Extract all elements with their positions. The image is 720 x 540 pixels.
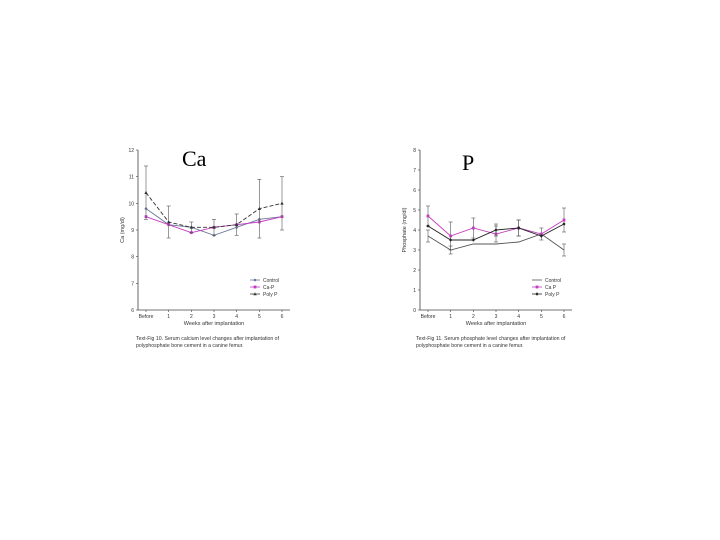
y-tick-label: 1	[413, 288, 416, 294]
data-point	[212, 225, 216, 229]
data-point	[471, 238, 475, 242]
x-tick-label: 3	[495, 314, 498, 320]
y-tick-label: 7	[131, 281, 134, 287]
data-point	[471, 226, 475, 230]
legend-label: Ca P	[545, 285, 557, 291]
data-point	[253, 285, 257, 289]
data-point	[280, 201, 284, 205]
y-tick-label: 11	[129, 175, 134, 181]
y-tick-label: 0	[413, 308, 416, 314]
y-axis-title: Ca (mg/dl)	[120, 217, 126, 243]
legend-label: Control	[545, 278, 561, 284]
x-axis-title: Weeks after implantation	[184, 321, 244, 327]
y-tick-label: 4	[413, 228, 416, 234]
data-point	[234, 222, 239, 226]
y-tick-label: 2	[413, 268, 416, 274]
ca-panel-title: Ca	[182, 146, 207, 171]
data-point	[562, 218, 566, 222]
data-point	[449, 238, 453, 242]
y-tick-label: 7	[413, 168, 416, 174]
y-tick-label: 6	[131, 308, 134, 314]
x-tick-label: 1	[449, 314, 452, 320]
y-tick-label: 12	[128, 148, 134, 154]
calcium-caption: Text-Fig 10. Serum calcium level changes…	[136, 336, 280, 349]
data-point	[539, 232, 543, 236]
x-tick-label: 5	[258, 314, 261, 320]
x-tick-label: 3	[213, 314, 216, 320]
data-point	[535, 292, 539, 296]
x-tick-label: 6	[281, 314, 284, 320]
legend-label: Control	[263, 278, 279, 284]
data-point	[253, 278, 257, 282]
x-axis-title: Weeks after implantation	[466, 321, 526, 327]
data-point	[426, 214, 430, 218]
legend-label: Poly P	[263, 292, 278, 298]
p-panel-title: P	[462, 150, 475, 175]
legend-label: Ca-P	[263, 285, 275, 291]
y-tick-label: 8	[413, 148, 416, 154]
legend-label: Poly P	[545, 292, 560, 298]
data-point	[562, 222, 566, 226]
y-tick-label: 10	[128, 201, 134, 207]
x-tick-label: 5	[540, 314, 543, 320]
data-point	[449, 234, 453, 238]
x-tick-label: 4	[235, 314, 238, 320]
y-tick-label: 8	[131, 255, 134, 261]
data-point	[257, 206, 262, 210]
x-tick-label: Before	[139, 314, 154, 320]
data-point	[189, 225, 194, 229]
y-tick-label: 3	[413, 248, 416, 254]
data-point	[494, 228, 498, 232]
phosphate-chart: 0 1 2 3 4 5 6 7 8 Before 1 2 3 4 5 6 Weeks after implant…	[402, 148, 572, 327]
y-tick-label: 9	[131, 228, 134, 234]
x-tick-label: 6	[563, 314, 566, 320]
x-tick-label: 1	[167, 314, 170, 320]
y-axis-title: Phosphate (mg/dl)	[402, 207, 408, 252]
data-point	[535, 285, 539, 289]
data-point	[253, 292, 257, 296]
y-tick-label: 5	[413, 208, 416, 214]
x-tick-label: 2	[472, 314, 475, 320]
phosphate-caption: Text-Fig 11. Serum phosphate level chang…	[416, 336, 566, 349]
data-point	[166, 220, 171, 224]
x-tick-label: Before	[421, 314, 436, 320]
data-point	[144, 190, 148, 194]
x-tick-label: 4	[517, 314, 520, 320]
y-tick-label: 6	[413, 188, 416, 194]
data-point	[426, 224, 430, 228]
x-tick-label: 2	[190, 314, 193, 320]
